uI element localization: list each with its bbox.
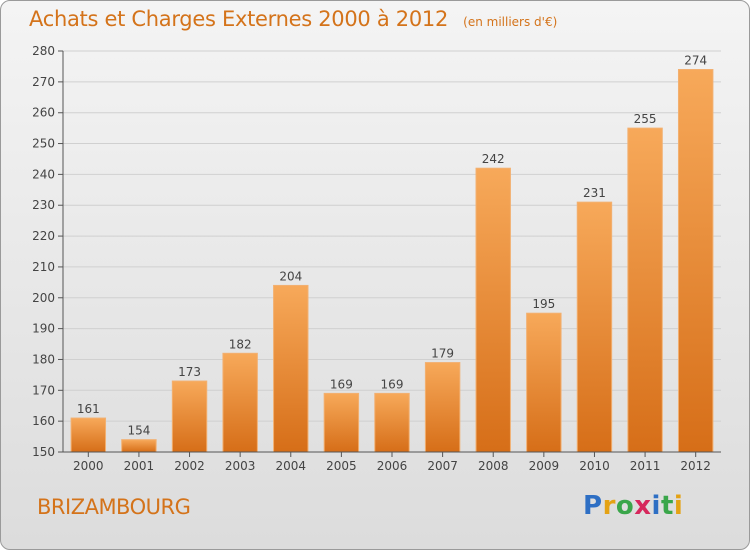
logo-letter: P — [583, 491, 603, 521]
chart-title: Achats et Charges Externes 2000 à 2012 (… — [29, 7, 557, 31]
data-label: 161 — [77, 402, 100, 416]
y-tick-label: 180 — [32, 352, 55, 366]
logo-letter: r — [602, 491, 616, 521]
y-tick-label: 230 — [32, 198, 55, 212]
bar — [273, 284, 309, 453]
data-label: 173 — [178, 365, 201, 379]
logo-letter: t — [660, 491, 674, 521]
data-label: 169 — [381, 377, 404, 391]
x-tick-label: 2003 — [225, 459, 256, 473]
proxiti-logo[interactable]: Proxiti — [583, 491, 683, 521]
bar — [424, 362, 461, 453]
y-tick-label: 190 — [32, 322, 55, 336]
x-tick-label: 2009 — [529, 459, 560, 473]
data-label: 204 — [279, 269, 302, 283]
x-tick-label: 2002 — [174, 459, 205, 473]
data-label: 169 — [330, 377, 353, 391]
bar — [374, 392, 410, 453]
bars: 161 154 173 182 204 169 169 179 242 195 231 255 274 — [70, 54, 714, 453]
x-tick-label: 2001 — [124, 459, 155, 473]
y-tick-label: 270 — [32, 75, 55, 89]
x-tick-label: 2007 — [427, 459, 458, 473]
y-tick-label: 260 — [32, 106, 55, 120]
y-tick-label: 240 — [32, 167, 55, 181]
logo-letter: i — [651, 491, 661, 521]
x-tick-label: 2006 — [377, 459, 408, 473]
x-tick-label: 2011 — [630, 459, 661, 473]
title-unit: (en milliers d'€) — [463, 15, 558, 29]
data-label: 242 — [482, 152, 505, 166]
gridlines — [63, 50, 721, 453]
commune-name: BRIZAMBOURG — [37, 495, 191, 519]
bar — [475, 167, 511, 453]
y-tick-label: 220 — [32, 229, 55, 243]
data-label: 274 — [684, 54, 707, 68]
y-tick-label: 150 — [32, 445, 55, 459]
x-tick-label: 2012 — [680, 459, 711, 473]
bar — [70, 417, 107, 453]
logo-letter: o — [615, 491, 635, 521]
bar — [222, 352, 258, 453]
bar — [576, 201, 613, 453]
data-label: 231 — [583, 186, 606, 200]
y-tick-label: 200 — [32, 291, 55, 305]
logo-letter: i — [673, 491, 684, 521]
axes: 150 160 170 180 190 200 210 220 230 240 250 260 270 2… — [32, 44, 721, 473]
bar — [171, 380, 208, 453]
x-tick-label: 2004 — [275, 459, 306, 473]
y-tick-label: 160 — [32, 414, 55, 428]
bar — [323, 392, 360, 453]
x-tick-label: 2000 — [73, 459, 104, 473]
bar — [627, 127, 663, 453]
bar — [121, 439, 157, 453]
data-label: 179 — [431, 347, 454, 361]
data-label: 154 — [127, 424, 150, 438]
logo-letter: x — [634, 491, 652, 521]
y-tick-label: 250 — [32, 137, 55, 151]
data-label: 255 — [634, 112, 657, 126]
data-label: 182 — [229, 337, 252, 351]
x-tick-label: 2010 — [579, 459, 610, 473]
y-tick-label: 280 — [32, 44, 55, 58]
bar — [677, 69, 714, 453]
y-tick-label: 210 — [32, 260, 55, 274]
y-tick-label: 170 — [32, 383, 55, 397]
x-tick-label: 2008 — [478, 459, 509, 473]
data-label: 195 — [532, 297, 555, 311]
title-main: Achats et Charges Externes 2000 à 2012 — [29, 7, 449, 31]
x-tick-label: 2005 — [326, 459, 357, 473]
bar — [526, 312, 562, 453]
